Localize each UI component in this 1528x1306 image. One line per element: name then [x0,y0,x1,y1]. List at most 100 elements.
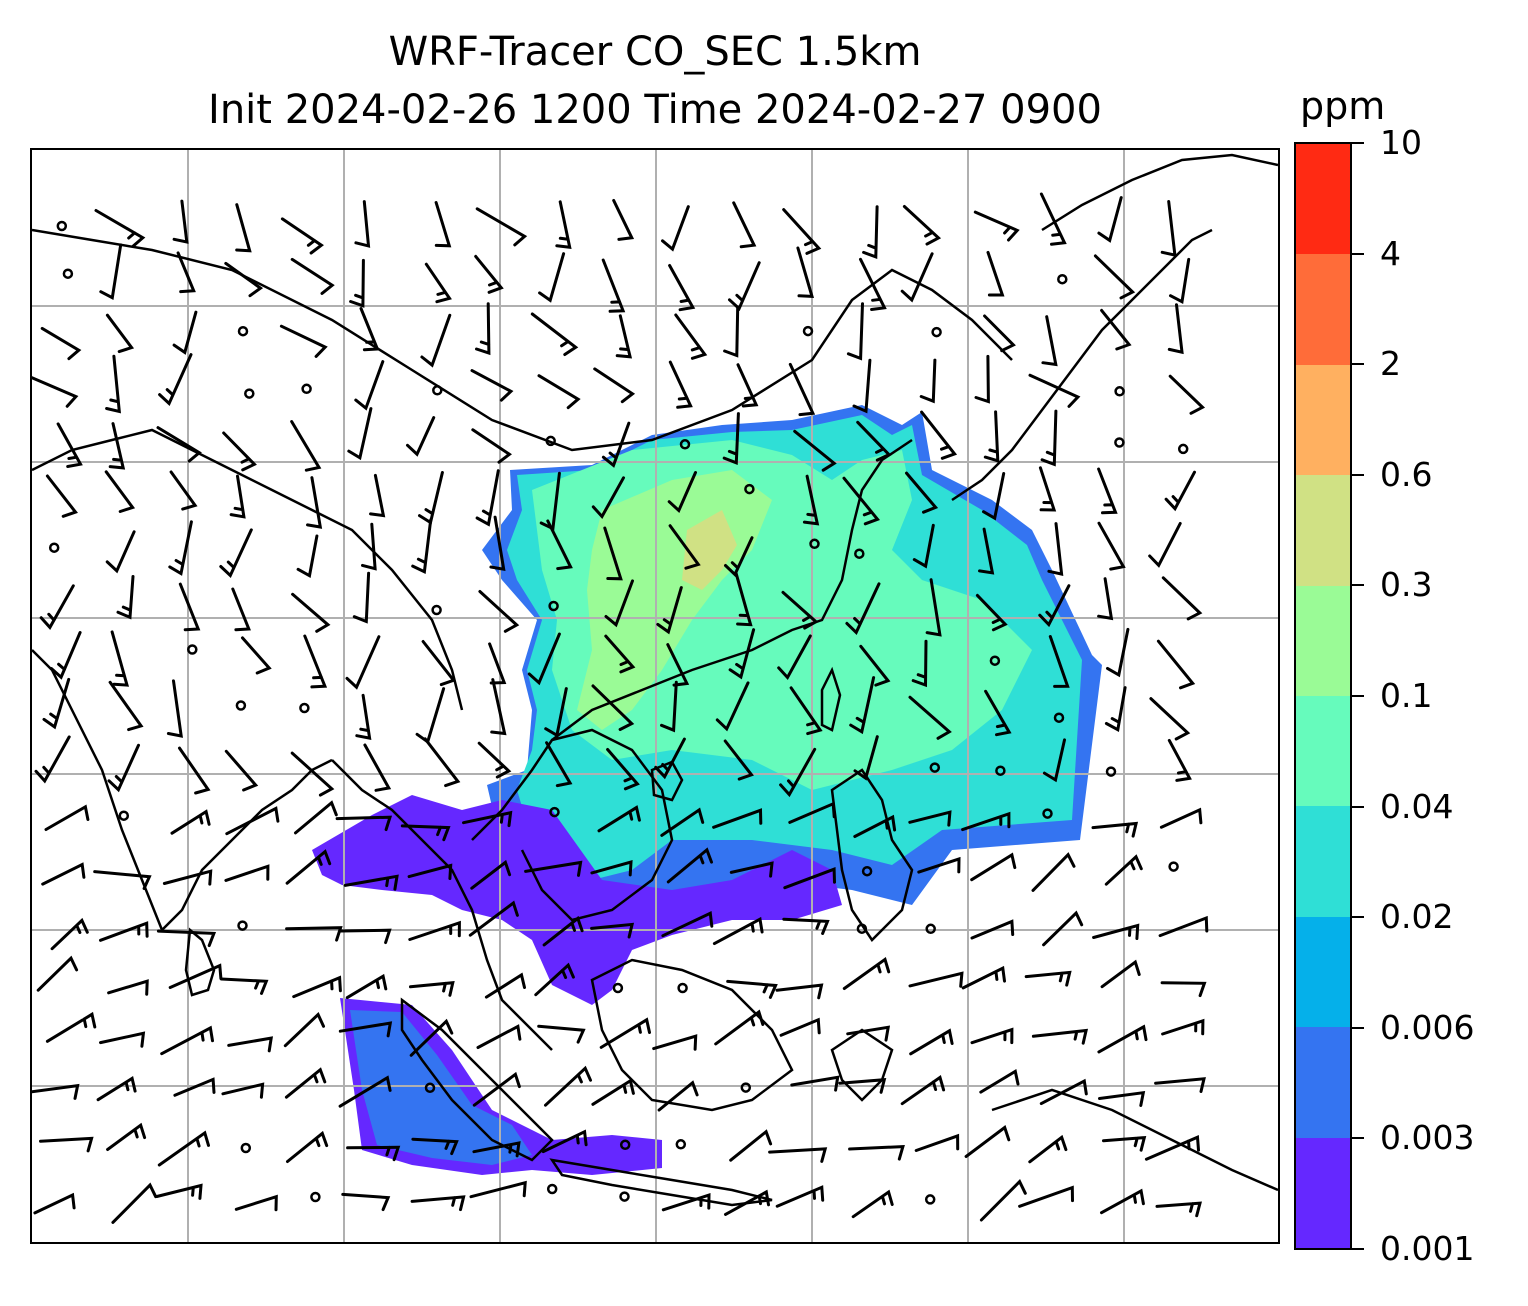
wind-barb [284,1067,327,1099]
wind-barb [355,693,372,740]
wind-barb [599,1017,651,1049]
wind-barb [285,849,332,885]
wind-barb [290,420,322,472]
wind-barb [1164,470,1196,512]
wind-barb [591,476,625,520]
wind-barb [99,921,149,942]
wind-barb [99,243,123,300]
wind-barb [155,1183,203,1200]
wind-barb [862,205,879,260]
wind-barb [736,363,759,408]
wind-barb [345,973,388,1000]
colorbar-tick-label: 0.001 [1380,1229,1475,1268]
colorbar [1294,142,1352,1250]
wind-barb [225,806,280,836]
wind-barb [849,676,876,735]
wind-barb [343,874,399,891]
colorbar-tick-label: 0.003 [1380,1118,1475,1158]
border-south-asia [32,428,464,711]
wind-barb [338,1021,393,1038]
wind-barb [160,1025,214,1056]
calm-wind-marker [989,655,1001,666]
calm-wind-marker [1053,712,1065,723]
wind-barb [983,410,1000,463]
calm-wind-marker [1042,808,1053,819]
wind-barb [107,743,140,793]
colorbar-tick-label: 4 [1380,233,1401,273]
wind-barb [601,421,631,468]
colorbar-segment [1296,1027,1350,1138]
wind-barb [544,1065,592,1107]
wind-barb [347,407,373,461]
wind-barb [105,530,136,574]
calm-wind-marker [740,1082,752,1093]
wind-barb [279,324,328,358]
colorbar-segment [1296,475,1350,586]
wind-barb [775,983,824,1000]
colorbar-tick [1352,695,1364,697]
wind-barb [790,1075,840,1092]
wind-barb [409,1018,454,1057]
wind-barb [1102,1135,1147,1152]
wind-barb [856,420,892,462]
wind-barb [919,358,937,404]
calm-wind-marker [1114,386,1125,397]
wind-barb [178,582,201,632]
wind-barb [1038,584,1071,628]
colorbar-tick-label: 10 [1380,123,1422,162]
wind-barb [290,751,335,797]
wind-barb [591,684,635,731]
wind-barb [912,523,935,569]
coastline-indochina [471,728,674,922]
wind-barb [292,975,342,999]
wind-barb [290,257,335,295]
colorbar-segment [1296,1137,1350,1248]
colorbar-segment [1296,916,1350,1028]
wind-barb [986,250,1005,297]
calm-wind-marker [854,548,865,559]
calm-wind-marker [244,388,255,399]
wind-barb [224,749,259,792]
wind-barb [369,473,386,518]
calm-wind-marker [235,700,247,711]
wind-barb [420,313,452,368]
wind-barb [45,474,78,518]
wind-barb [156,929,217,948]
wind-barb [974,354,990,404]
calm-wind-marker [1177,443,1189,455]
wind-barb [728,261,761,312]
wind-barb [108,422,126,470]
calm-wind-marker [299,702,310,714]
wind-barb [597,805,641,833]
wind-barb [925,578,942,637]
wind-barbs [32,192,1209,1224]
wind-barb [979,1069,1020,1094]
calm-wind-marker [310,1191,321,1203]
colorbar-tick-label: 0.006 [1380,1007,1475,1047]
wind-barb [1104,686,1127,733]
wind-barb [354,360,385,411]
wind-barb [973,210,1020,242]
wind-barb [900,252,934,303]
wind-barb [1160,200,1177,258]
calm-wind-marker [744,483,755,495]
map-panel[interactable] [30,148,1280,1244]
wind-barb [661,911,714,938]
plume-region-peak [682,510,737,590]
wind-barb [178,746,211,795]
wind-barb [1097,196,1123,243]
wind-barb [241,636,272,675]
wind-barb [1048,635,1070,688]
wind-barb [1097,467,1118,515]
wind-barb [666,847,713,884]
wind-barb [970,852,1017,882]
wind-barb [905,471,939,514]
wind-barb [782,208,822,255]
wind-barb [1161,576,1203,621]
calm-wind-marker [548,600,559,612]
wind-barb [168,963,223,989]
wind-barb [1098,1090,1146,1107]
wind-barb [1031,1028,1089,1045]
wind-barb [280,217,324,255]
wind-barb [978,527,995,575]
